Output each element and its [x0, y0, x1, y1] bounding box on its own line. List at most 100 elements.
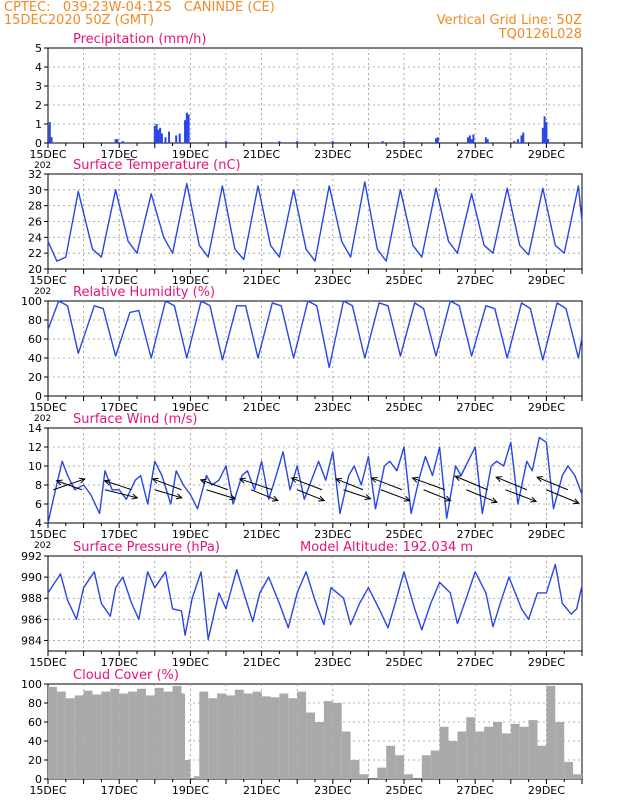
vertical-grid-note: Vertical Grid Line: 50Z [436, 13, 582, 28]
cloud-bar [193, 776, 200, 779]
wind-arrowhead [175, 493, 183, 500]
wind-vector [343, 489, 371, 500]
x-tick-label: 29DEC [528, 148, 565, 161]
x-year-label: 202 [34, 541, 51, 551]
cloud-bar [234, 689, 244, 779]
y-tick-label: 30 [28, 184, 42, 197]
wind-vector [53, 478, 86, 491]
y-tick-label: 20 [28, 263, 42, 276]
cloud-bar [261, 696, 271, 779]
wind-arrowhead [454, 475, 462, 482]
cloud-bar [101, 691, 111, 779]
cloud-bar [137, 688, 146, 779]
panel-6 [44, 683, 583, 784]
x-tick-label: 17DEC [101, 148, 138, 161]
wind-arrowhead [238, 477, 246, 484]
precip-bar [486, 139, 489, 143]
precip-bar [184, 120, 187, 143]
x-tick-label: 21DEC [243, 528, 280, 541]
cloud-bar [457, 731, 467, 779]
wind-arrowhead [229, 494, 237, 501]
x-tick-label: 19DEC [172, 401, 209, 414]
model-altitude-label: Model Altitude: 192.034 m [300, 540, 473, 555]
y-tick-label: 14 [28, 422, 42, 435]
wind-vector [496, 476, 528, 491]
x-tick-label: 17DEC [101, 401, 138, 414]
precip-bar [520, 135, 523, 143]
x-tick-label: 25DEC [385, 528, 422, 541]
x-tick-label: 23DEC [314, 148, 351, 161]
panel-5 [44, 555, 583, 656]
x-tick-label: 27DEC [457, 784, 494, 797]
wind-arrowhead [78, 477, 86, 484]
precip-bar [50, 137, 53, 143]
panel-title: Surface Wind (m/s) [73, 412, 197, 427]
precip-bar [547, 139, 550, 143]
x-tick-label: 25DEC [385, 274, 422, 287]
x-tick-label: 19DEC [172, 528, 209, 541]
precip-bar [381, 141, 384, 143]
y-tick-label: 20 [28, 754, 42, 767]
wind-vector [297, 489, 325, 502]
y-tick-label: 988 [21, 592, 42, 605]
cloud-bar [288, 698, 298, 779]
y-tick-label: 28 [28, 200, 42, 213]
precip-bar [467, 137, 470, 143]
x-tick-label: 17DEC [101, 528, 138, 541]
cloud-bar [466, 717, 476, 779]
x-tick-label: 27DEC [457, 656, 494, 669]
plot-frame [47, 47, 583, 144]
y-tick-label: 80 [28, 314, 42, 327]
wind-vector [239, 478, 273, 491]
precip-bar [155, 124, 158, 143]
wind-vector [412, 477, 446, 491]
y-tick-label: 22 [28, 247, 42, 260]
panel-title: Surface Temperature (nC) [73, 158, 241, 173]
x-tick-label: 23DEC [314, 528, 351, 541]
panel-title: Precipitation (mm/h) [73, 32, 206, 47]
x-tick-label: 27DEC [457, 528, 494, 541]
wind-vector [371, 477, 403, 491]
cloud-bar [226, 695, 235, 779]
plot-frame [47, 555, 583, 652]
wind-arrowhead [495, 476, 503, 482]
y-tick-label: 3 [35, 80, 42, 93]
wind-vector [546, 489, 579, 504]
precip-bar [435, 138, 438, 143]
wind-vector [335, 478, 364, 491]
cloud-bar [519, 726, 529, 779]
wind-arrowhead [403, 495, 411, 502]
x-tick-label: 15DEC [29, 656, 66, 669]
precip-bar [157, 129, 160, 143]
series-line [47, 436, 583, 524]
wind-arrowhead [370, 477, 378, 483]
x-tick-label: 29DEC [528, 656, 565, 669]
y-tick-label: 10 [28, 460, 42, 473]
cloud-bar [573, 774, 582, 779]
wind-vector [291, 477, 323, 491]
cloud-bar [493, 722, 502, 779]
series-line [47, 181, 583, 262]
y-tick-label: 8 [35, 479, 42, 492]
y-tick-label: 20 [28, 371, 42, 384]
wind-vector [536, 476, 568, 491]
x-tick-label: 17DEC [101, 274, 138, 287]
y-tick-label: 4 [35, 61, 42, 74]
precip-bar [436, 137, 439, 143]
cloud-bar [332, 703, 342, 779]
precip-bar [470, 139, 473, 143]
y-tick-label: 32 [28, 168, 42, 181]
wind-arrowhead [444, 495, 452, 502]
precip-bar [545, 122, 548, 143]
cloud-bar [546, 685, 556, 779]
panel-1 [44, 47, 583, 148]
cloud-bar [404, 774, 413, 779]
wind-vector [154, 489, 182, 499]
wind-arrowhead [271, 495, 279, 502]
series-line [47, 300, 583, 369]
y-tick-label: 60 [28, 333, 42, 346]
y-tick-label: 100 [21, 678, 42, 691]
wind-vector [250, 489, 279, 502]
y-tick-label: 40 [28, 352, 42, 365]
precip-bar [168, 131, 171, 143]
